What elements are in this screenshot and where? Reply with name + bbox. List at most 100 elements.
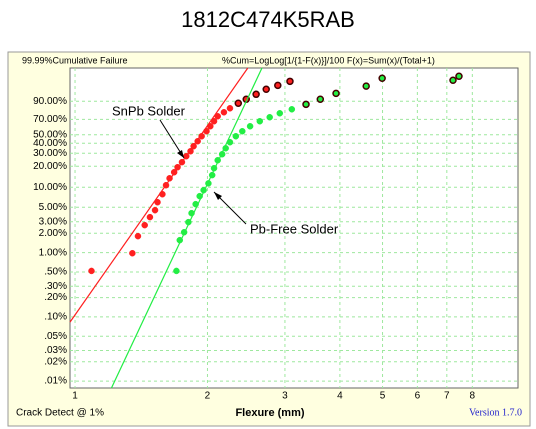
data-point bbox=[146, 213, 154, 221]
fit-line bbox=[110, 67, 263, 389]
y-tick-label: .05% bbox=[44, 331, 67, 342]
data-point bbox=[207, 123, 214, 130]
data-point bbox=[210, 164, 218, 172]
data-point bbox=[178, 158, 186, 166]
y-tick-label: 90.00% bbox=[33, 96, 67, 107]
y-tick-label: .01% bbox=[44, 376, 67, 387]
data-point bbox=[218, 150, 226, 158]
data-point bbox=[288, 106, 296, 113]
x-axis-label: Flexure (mm) bbox=[235, 407, 304, 419]
header-left: 99.99%Cumulative Failure bbox=[22, 55, 128, 65]
y-tick-label: .02% bbox=[44, 356, 67, 367]
data-point bbox=[154, 198, 161, 206]
data-point bbox=[274, 81, 282, 90]
version: Version 1.7.0 bbox=[469, 407, 522, 418]
y-tick-label: 40.00% bbox=[33, 138, 67, 149]
annotation: SnPb Solder bbox=[112, 103, 186, 118]
data-point bbox=[174, 163, 181, 171]
data-point bbox=[220, 109, 228, 116]
x-tick-label: 5 bbox=[380, 391, 386, 402]
y-tick-label: 50.00% bbox=[33, 129, 67, 140]
y-tick-label: 2.00% bbox=[39, 228, 67, 239]
data-point bbox=[226, 138, 234, 146]
data-point bbox=[88, 267, 95, 275]
data-point bbox=[262, 85, 270, 94]
y-tick-label: 20.00% bbox=[33, 161, 67, 172]
data-point bbox=[134, 232, 142, 240]
fit-line bbox=[69, 67, 249, 323]
data-point bbox=[129, 249, 136, 257]
x-tick-label: 3 bbox=[282, 391, 288, 402]
data-point bbox=[194, 137, 201, 145]
marks bbox=[69, 67, 463, 389]
data-point bbox=[256, 117, 264, 125]
y-tick-label: .10% bbox=[44, 312, 67, 323]
chart-title: 1812C474K5RAB bbox=[181, 7, 355, 32]
data-point bbox=[205, 180, 212, 187]
arrow-head bbox=[214, 192, 222, 200]
y-tick-label: 30.00% bbox=[33, 148, 67, 159]
data-point bbox=[198, 133, 205, 140]
data-point bbox=[187, 148, 194, 155]
data-point bbox=[176, 236, 184, 244]
data-point bbox=[162, 181, 170, 189]
data-point bbox=[378, 74, 386, 83]
data-point bbox=[234, 99, 243, 107]
footer-left: Crack Detect @ 1% bbox=[16, 408, 104, 419]
data-point bbox=[232, 133, 240, 140]
x-tick-label: 8 bbox=[470, 391, 476, 402]
data-point bbox=[332, 89, 340, 98]
data-point bbox=[286, 77, 294, 86]
arrow-head bbox=[177, 150, 184, 158]
x-tick-label: 4 bbox=[337, 391, 343, 402]
data-point bbox=[185, 218, 192, 226]
y-tick-label: .50% bbox=[44, 267, 67, 278]
data-point bbox=[159, 190, 166, 198]
data-point bbox=[316, 95, 325, 103]
data-point bbox=[141, 221, 148, 229]
y-tick-label: .30% bbox=[44, 281, 67, 292]
data-point bbox=[196, 192, 203, 200]
data-point bbox=[190, 142, 197, 150]
data-point bbox=[455, 72, 463, 80]
data-point bbox=[302, 100, 310, 109]
data-point bbox=[214, 157, 221, 164]
y-tick-label: .20% bbox=[44, 292, 67, 303]
data-point bbox=[208, 171, 216, 179]
header-right: %Cum=LogLog[1/{1-F(x)}]/100 F(x)=Sum(x)/… bbox=[222, 55, 435, 65]
y-tick-label: 5.00% bbox=[39, 202, 67, 213]
data-point bbox=[180, 228, 188, 236]
y-tick-label: 70.00% bbox=[33, 114, 67, 125]
data-point bbox=[170, 168, 178, 176]
data-point bbox=[246, 123, 254, 130]
data-point bbox=[200, 186, 207, 194]
data-point bbox=[222, 145, 229, 152]
data-point bbox=[214, 113, 221, 120]
data-point bbox=[266, 113, 273, 121]
data-point bbox=[173, 267, 180, 275]
data-point bbox=[210, 117, 218, 125]
y-tick-label: 1.00% bbox=[39, 247, 67, 258]
data-point bbox=[151, 206, 159, 214]
x-tick-label: 6 bbox=[415, 391, 421, 402]
data-point bbox=[203, 127, 210, 135]
data-point bbox=[183, 152, 190, 160]
x-tick-label: 1 bbox=[72, 391, 78, 402]
data-point bbox=[192, 200, 199, 208]
data-point bbox=[276, 110, 284, 117]
data-point bbox=[252, 90, 260, 99]
y-tick-label: 3.00% bbox=[39, 216, 67, 227]
data-point bbox=[362, 82, 370, 90]
x-tick-label: 7 bbox=[444, 391, 450, 402]
data-point bbox=[239, 127, 246, 135]
data-point bbox=[226, 105, 234, 112]
grid bbox=[70, 68, 518, 388]
y-tick-label: .03% bbox=[44, 345, 67, 356]
x-tick-label: 2 bbox=[205, 391, 211, 402]
data-point bbox=[449, 76, 457, 85]
y-tick-label: 10.00% bbox=[33, 182, 67, 193]
data-point bbox=[166, 175, 173, 182]
data-point bbox=[188, 209, 195, 217]
annotation: Pb-Free Solder bbox=[250, 221, 339, 236]
